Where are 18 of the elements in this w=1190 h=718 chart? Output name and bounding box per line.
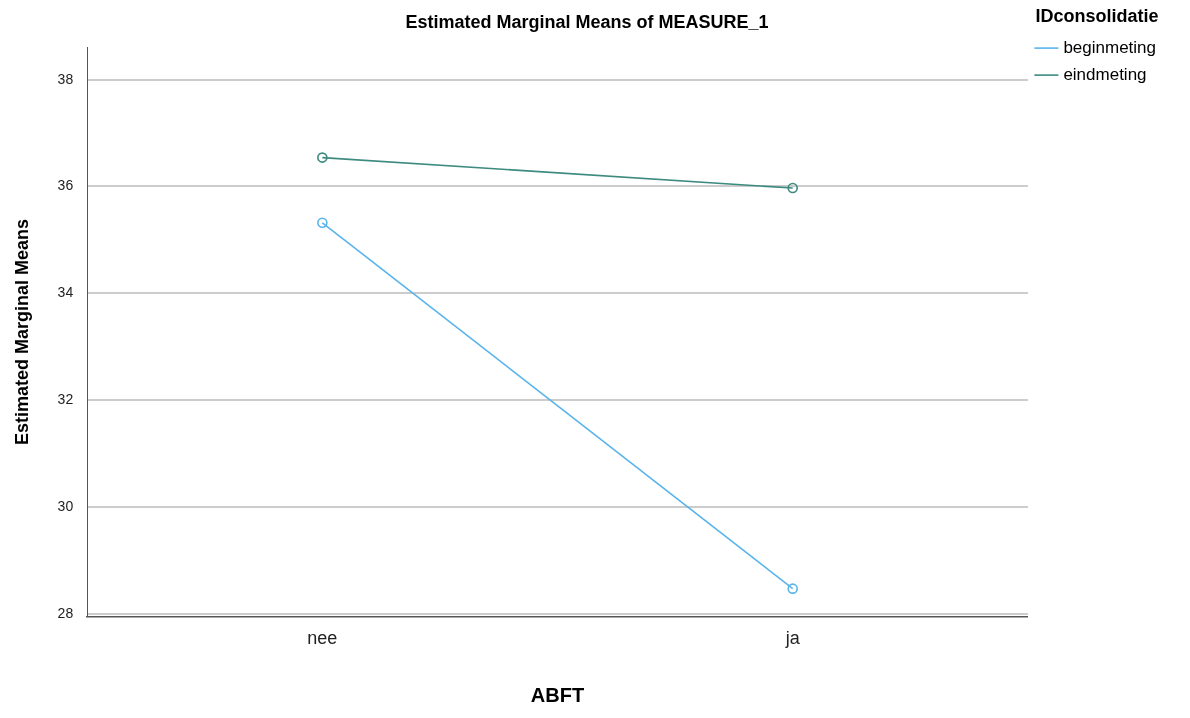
x-axis-title: ABFT — [530, 683, 585, 706]
y-tick-label: 36 — [57, 177, 74, 194]
y-tick-label: 30 — [57, 497, 74, 514]
legend-label: beginmeting — [1063, 37, 1156, 57]
point — [787, 182, 798, 194]
legend-label: eindmeting — [1063, 64, 1147, 84]
y-tick-label: 32 — [57, 390, 74, 407]
y-tick-label: 28 — [57, 604, 74, 621]
y-tick-label: 34 — [57, 284, 74, 301]
y-tick-label: 38 — [57, 70, 74, 87]
y-axis-title: Estimated Marginal Means — [11, 218, 32, 446]
point — [787, 583, 798, 594]
point — [317, 152, 328, 163]
point — [317, 217, 328, 229]
x-tick-label: ja — [784, 628, 801, 649]
x-tick-label: nee — [307, 628, 338, 649]
chart-title: Estimated Marginal Means of MEASURE_1 — [405, 11, 769, 32]
legend-title: IDconsolidatie — [1035, 5, 1159, 26]
